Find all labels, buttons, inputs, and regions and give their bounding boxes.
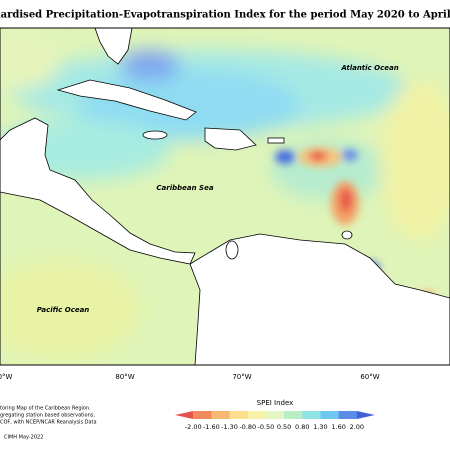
legend-tick-label: 2.00 <box>350 423 364 431</box>
legend-swatch <box>193 411 212 419</box>
legend-swatch <box>247 411 267 419</box>
legend-title: SPEI Index <box>257 399 294 407</box>
sea-label: Caribbean Sea <box>156 184 213 192</box>
ocean-label: Pacific Ocean <box>37 306 90 314</box>
legend-tick-label: 0.50 <box>277 423 291 431</box>
legend-swatch <box>284 411 303 419</box>
legend-tick-label: 0.80 <box>295 423 309 431</box>
legend-tick-label: -2.00 <box>185 423 202 431</box>
jamaica <box>142 130 168 140</box>
cuba <box>56 79 197 121</box>
legend-tick-label: 1.30 <box>313 423 327 431</box>
hispaniola <box>204 127 257 151</box>
map-frame <box>0 27 450 366</box>
legend-swatch <box>211 411 230 419</box>
legend-tick-label: -0.80 <box>239 423 256 431</box>
legend-swatch <box>356 411 375 419</box>
legend-tick-label: 1.60 <box>331 423 345 431</box>
florida <box>94 28 133 65</box>
longitude-label: 70°W <box>232 373 251 381</box>
credit: CIMH May-2022 <box>4 435 43 441</box>
legend: -2.00 -1.60 -1.30 -0.80 -0.50 0.50 0.80 1.30 1.6… <box>175 411 375 431</box>
legend-swatch <box>320 411 339 419</box>
legend-tick-label: -0.50 <box>257 423 274 431</box>
trinidad <box>341 230 353 240</box>
ocean-label: Atlantic Ocean <box>340 64 398 72</box>
legend-swatch <box>265 411 285 419</box>
legend-swatch <box>302 411 321 419</box>
legend-tick-label: -1.60 <box>203 423 220 431</box>
legend-tick-label: -1.30 <box>221 423 238 431</box>
longitude-label: 60°W <box>360 373 379 381</box>
footnote: COF, with NCEP/NCAR Reanalysis Data <box>0 420 97 426</box>
legend-swatch <box>175 411 194 419</box>
central-america <box>0 117 196 265</box>
footnote: toring Map of the Caribbean Region. <box>0 406 91 412</box>
legend-swatch <box>229 411 249 419</box>
title: Standardised Precipitation-Evapotranspir… <box>0 10 450 21</box>
south-america <box>189 233 450 365</box>
longitude-label: 80°W <box>115 373 134 381</box>
longitude-label: 0°W <box>0 373 13 381</box>
lake-maracaibo <box>225 240 239 260</box>
puerto-rico <box>267 137 285 144</box>
footnote: gregating station based observations, <box>0 413 95 419</box>
map: Atlantic Ocean Caribbean Sea Pacific Oce… <box>0 28 450 365</box>
legend-swatch <box>338 411 358 419</box>
